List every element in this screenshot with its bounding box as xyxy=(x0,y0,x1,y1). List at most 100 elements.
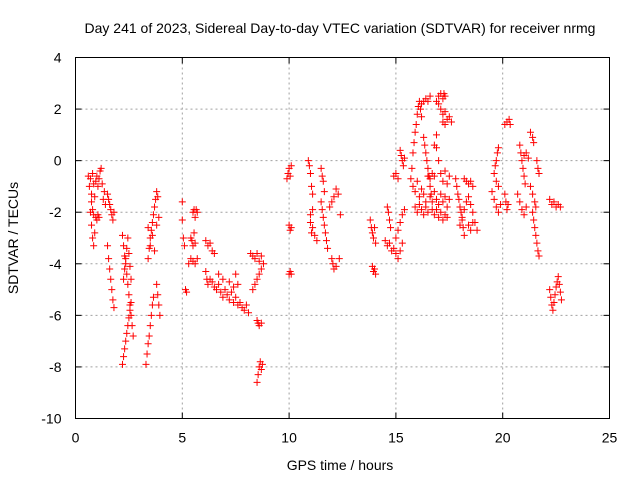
data-point xyxy=(394,175,402,183)
data-point xyxy=(146,322,154,330)
y-tick-label: 2 xyxy=(54,101,62,117)
data-point xyxy=(412,121,420,129)
y-tick-label: 4 xyxy=(54,50,62,66)
data-point xyxy=(306,170,314,178)
data-point xyxy=(144,255,152,263)
data-point xyxy=(396,247,404,255)
data-point xyxy=(488,188,496,196)
data-point xyxy=(255,257,263,265)
data-point xyxy=(148,301,156,309)
data-point xyxy=(236,298,244,306)
data-point xyxy=(124,322,132,330)
grid-lines xyxy=(75,57,610,419)
data-point xyxy=(556,288,564,296)
data-point xyxy=(400,154,408,162)
data-point xyxy=(469,182,477,190)
data-point xyxy=(529,190,537,198)
data-point xyxy=(242,301,250,309)
data-point xyxy=(413,208,421,216)
data-point xyxy=(180,242,188,250)
data-point xyxy=(437,190,445,198)
data-point xyxy=(90,211,98,219)
data-point xyxy=(456,221,464,229)
data-point xyxy=(330,193,338,201)
data-point xyxy=(423,157,431,165)
data-point xyxy=(409,149,417,157)
data-point xyxy=(392,170,400,178)
data-point xyxy=(494,144,502,152)
data-point xyxy=(321,229,329,237)
x-tick-label: 10 xyxy=(281,430,297,446)
data-point xyxy=(193,255,201,263)
data-point xyxy=(89,170,97,178)
chart-title: Day 241 of 2023, Sidereal Day-to-day VTE… xyxy=(85,20,596,36)
data-point xyxy=(249,286,257,294)
data-point xyxy=(531,198,539,206)
data-point xyxy=(522,149,530,157)
data-point xyxy=(494,208,502,216)
data-point xyxy=(371,265,379,273)
data-point xyxy=(518,206,526,214)
data-point xyxy=(154,291,162,299)
data-point xyxy=(420,211,428,219)
data-point xyxy=(319,213,327,221)
data-point xyxy=(522,203,530,211)
data-point xyxy=(234,280,242,288)
data-point xyxy=(394,226,402,234)
data-point xyxy=(118,231,126,239)
data-point xyxy=(409,182,417,190)
data-point xyxy=(125,249,133,257)
data-point xyxy=(258,360,266,368)
data-point xyxy=(408,164,416,172)
data-point xyxy=(494,182,502,190)
data-point xyxy=(106,200,114,208)
data-point xyxy=(520,172,528,180)
data-point xyxy=(532,231,540,239)
data-point xyxy=(95,175,103,183)
data-point xyxy=(144,224,152,232)
data-point xyxy=(124,234,132,242)
data-point xyxy=(151,247,159,255)
y-tick-label: -8 xyxy=(49,359,62,375)
data-point xyxy=(210,249,218,257)
data-point xyxy=(208,278,216,286)
plot-frame xyxy=(75,57,610,419)
data-point xyxy=(145,332,153,340)
data-point xyxy=(123,270,131,278)
y-axis-label: SDTVAR / TECUs xyxy=(5,182,21,294)
data-point xyxy=(456,203,464,211)
data-point xyxy=(122,255,130,263)
data-point xyxy=(529,133,537,141)
data-point xyxy=(156,311,164,319)
data-point xyxy=(120,353,128,361)
data-point xyxy=(445,113,453,121)
data-point xyxy=(549,306,557,314)
data-point xyxy=(126,262,134,270)
data-point xyxy=(90,242,98,250)
data-point xyxy=(467,226,475,234)
data-point xyxy=(178,198,186,206)
y-tick-label: -10 xyxy=(41,411,61,427)
data-point xyxy=(104,190,112,198)
data-point xyxy=(336,211,344,219)
data-point xyxy=(371,224,379,232)
data-point xyxy=(533,157,541,165)
axis-ticks xyxy=(75,57,610,419)
data-point xyxy=(215,280,223,288)
data-point xyxy=(437,208,445,216)
data-point xyxy=(396,146,404,154)
data-point xyxy=(215,270,223,278)
data-point xyxy=(418,113,426,121)
data-point xyxy=(443,213,451,221)
data-point xyxy=(366,216,374,224)
data-point xyxy=(219,275,227,283)
data-point xyxy=(308,182,316,190)
x-tick-label: 5 xyxy=(178,430,186,446)
data-point xyxy=(454,190,462,198)
data-point xyxy=(415,200,423,208)
data-point xyxy=(521,180,529,188)
data-point xyxy=(129,332,137,340)
data-point xyxy=(153,221,161,229)
data-point xyxy=(372,270,380,278)
data-point xyxy=(399,162,407,170)
